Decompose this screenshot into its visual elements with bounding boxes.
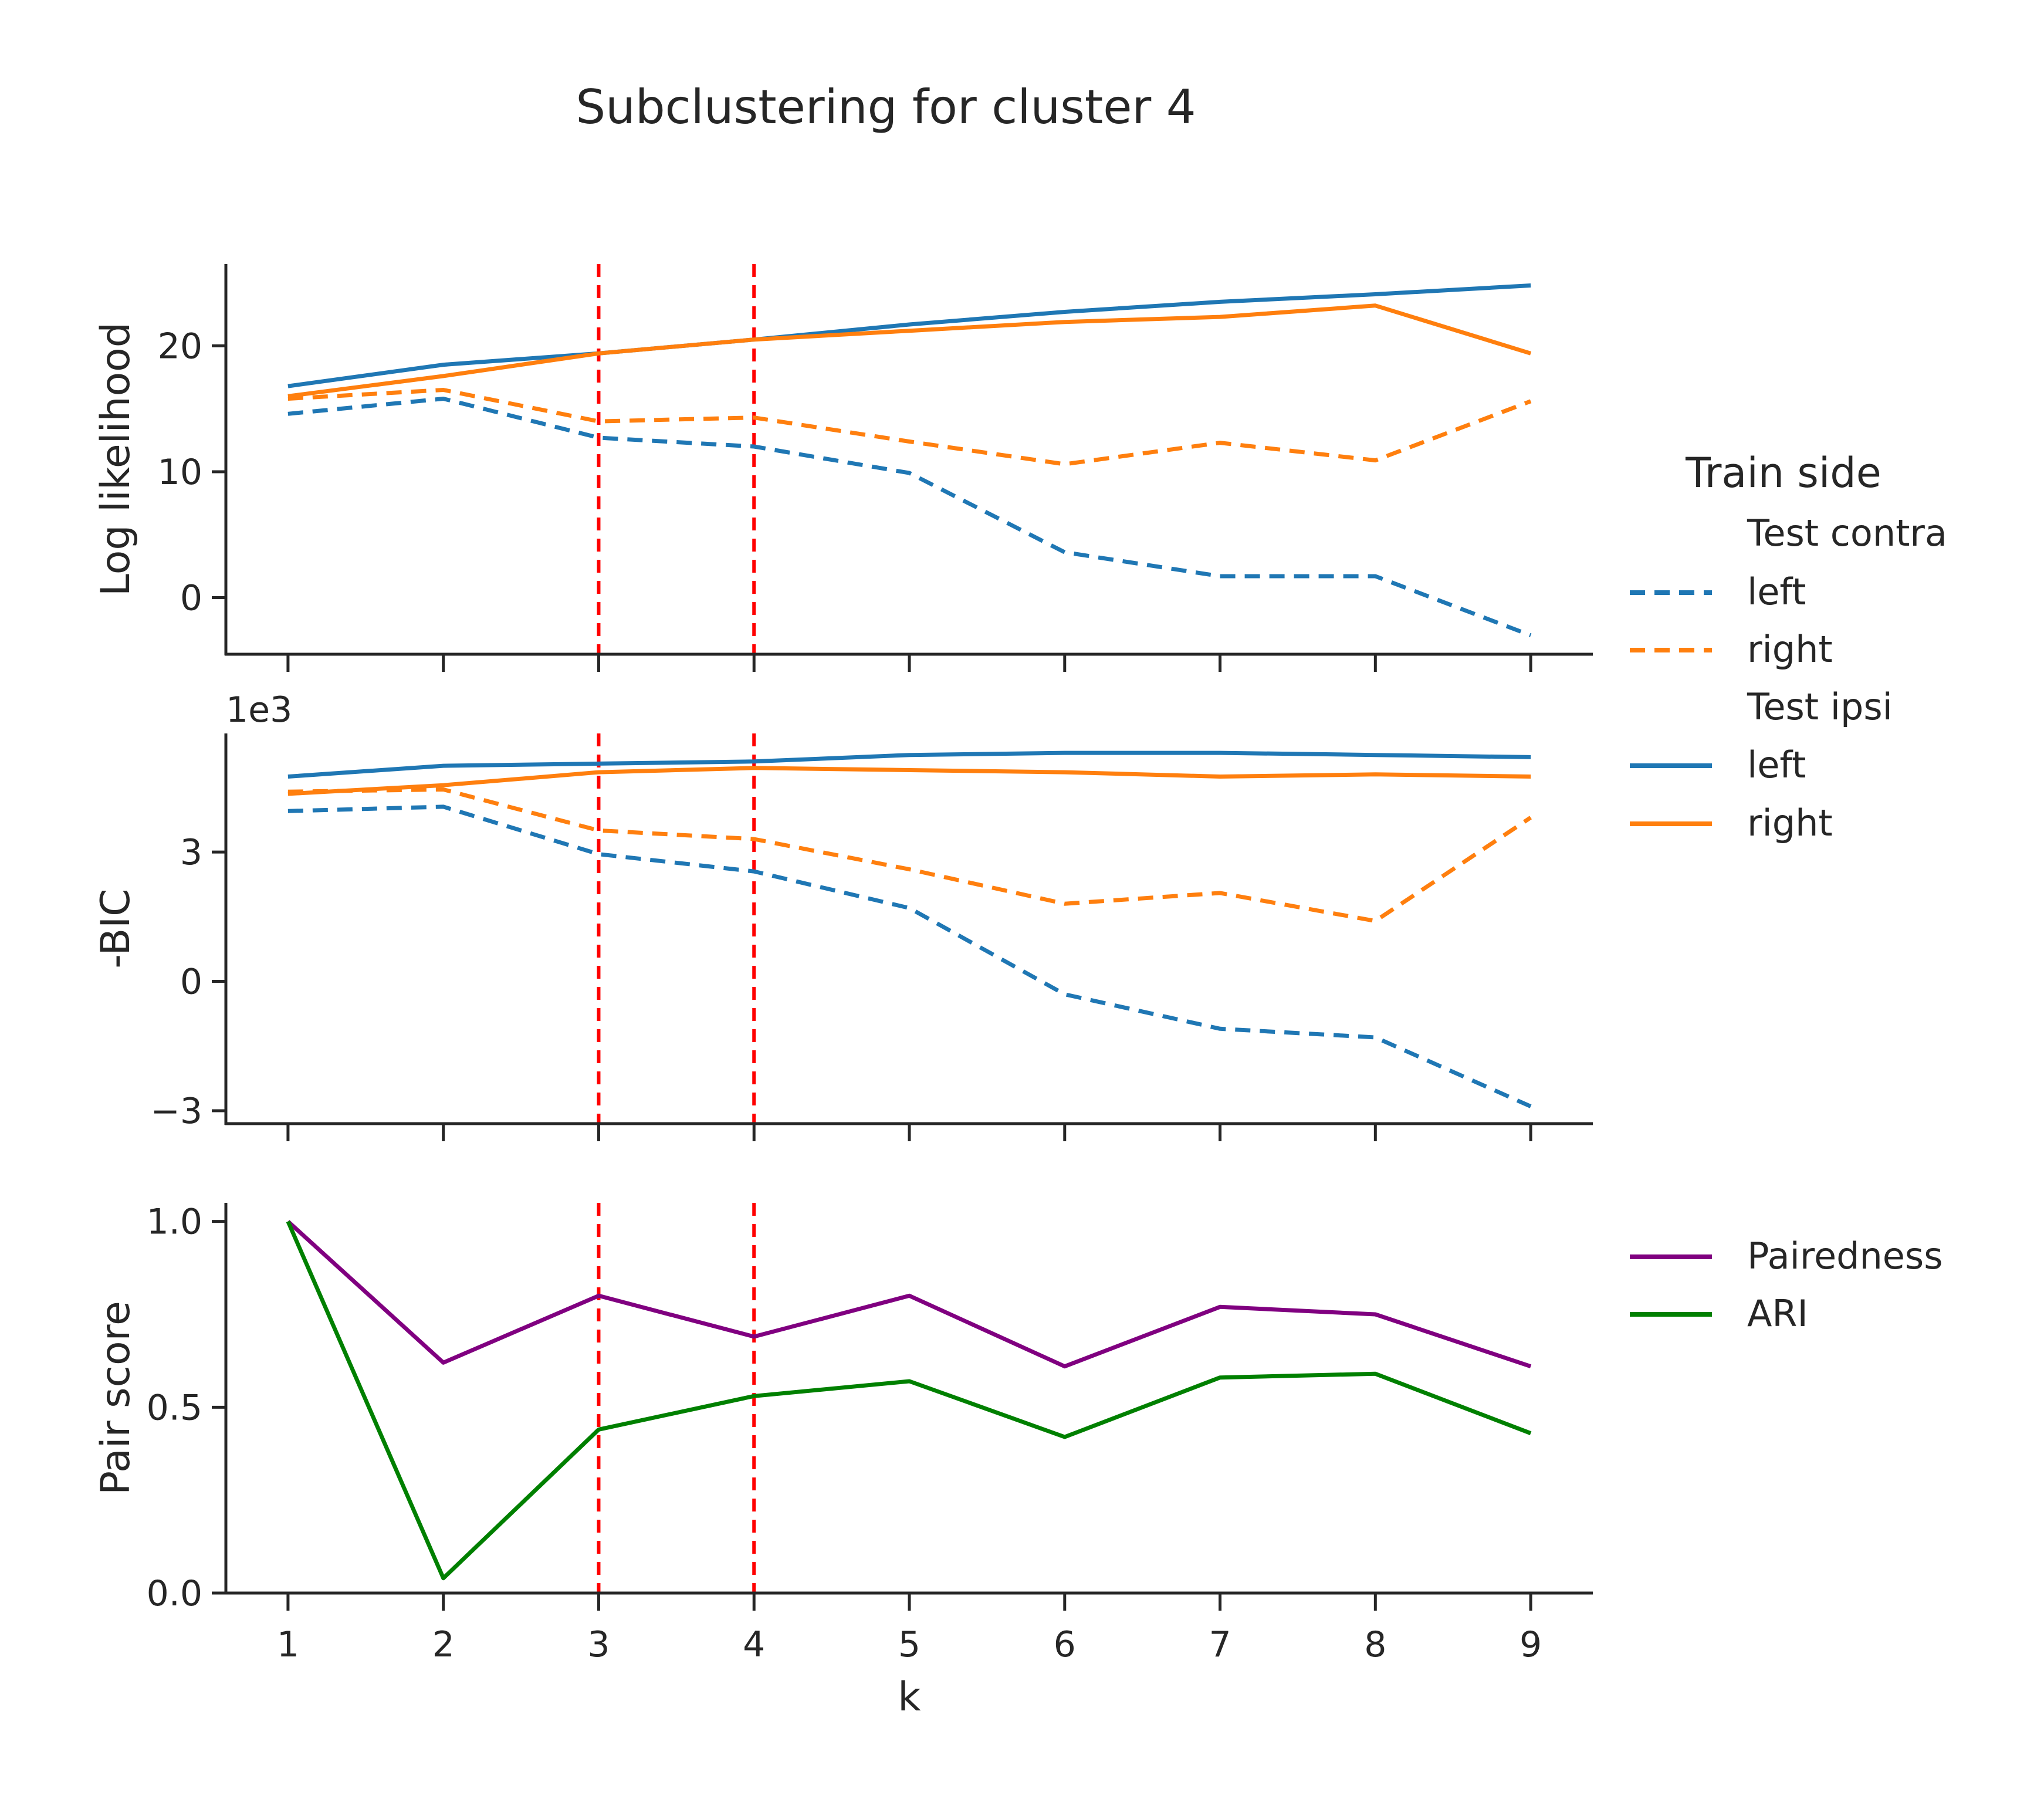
x-tick-label: 2 [432, 1624, 455, 1665]
test-contra-right-series-line [287, 787, 1532, 924]
x-tick-label: 4 [743, 1624, 765, 1665]
y-axis-label: -BIC [93, 888, 139, 968]
y-axis-label: Pair score [93, 1301, 139, 1495]
y-tick-label: 0 [180, 962, 202, 1003]
test-ipsi-right-series-line [287, 766, 1531, 796]
figure-title: Subclustering for cluster 4 [576, 80, 1196, 134]
y-tick-label: −3 [151, 1091, 202, 1132]
pair-score-legend: Pairedness ARI [1630, 1235, 1943, 1335]
y-tick-label: 3 [180, 832, 202, 873]
y-tick-label: 0.0 [147, 1573, 202, 1614]
y-tick-label: 0.5 [147, 1387, 202, 1428]
y-tick-label: 1.0 [147, 1202, 202, 1243]
y-tick-label: 10 [158, 452, 202, 493]
legend-label-ipsi-right: right [1747, 802, 1833, 844]
legend-group-test-ipsi: Test ipsi [1747, 685, 1893, 728]
x-tick-label: 8 [1364, 1624, 1386, 1665]
test-ipsi-left-series-line [287, 283, 1531, 388]
bic-subplot: −3 0 3 -BIC 1e3 [93, 689, 1593, 1141]
ari-series-line [286, 1220, 1532, 1581]
legend-label-ipsi-left: left [1747, 743, 1806, 786]
test-contra-right-series-line [287, 388, 1532, 466]
test-contra-left-series-line [287, 804, 1532, 1108]
x-tick-label: 3 [587, 1624, 610, 1665]
test-contra-left-series-line [287, 397, 1532, 638]
y-tick-label: 20 [158, 326, 202, 367]
x-tick-label: 9 [1520, 1624, 1542, 1665]
x-tick-label: 1 [277, 1624, 299, 1665]
log-likelihood-subplot: 0 10 20 Log likelihood [93, 264, 1593, 672]
y-axis-label: Log likelihood [93, 322, 139, 596]
legend-title: Train side [1685, 449, 1881, 497]
train-side-legend: Train side Test contra left right Test i… [1630, 449, 1947, 844]
x-tick-label: 6 [1054, 1624, 1076, 1665]
y-tick-label: 0 [180, 577, 202, 618]
legend-label-ari: ARI [1747, 1292, 1808, 1335]
legend-label-contra-left: left [1747, 570, 1806, 613]
test-ipsi-left-series-line [287, 750, 1531, 779]
y-axis-offset-label: 1e3 [226, 689, 292, 731]
x-axis-label: k [898, 1674, 921, 1720]
pairedness-series-line [286, 1220, 1532, 1369]
x-tick-label: 7 [1209, 1624, 1231, 1665]
x-tick-label: 5 [898, 1624, 921, 1665]
legend-label-pairedness: Pairedness [1747, 1235, 1943, 1277]
test-ipsi-right-series-line [287, 303, 1532, 398]
pair-score-subplot: 0.0 0.5 1.0 1 2 3 4 5 6 7 8 9 Pair score k [93, 1202, 1593, 1720]
legend-group-test-contra: Test contra [1747, 512, 1947, 554]
legend-label-contra-right: right [1747, 628, 1833, 671]
